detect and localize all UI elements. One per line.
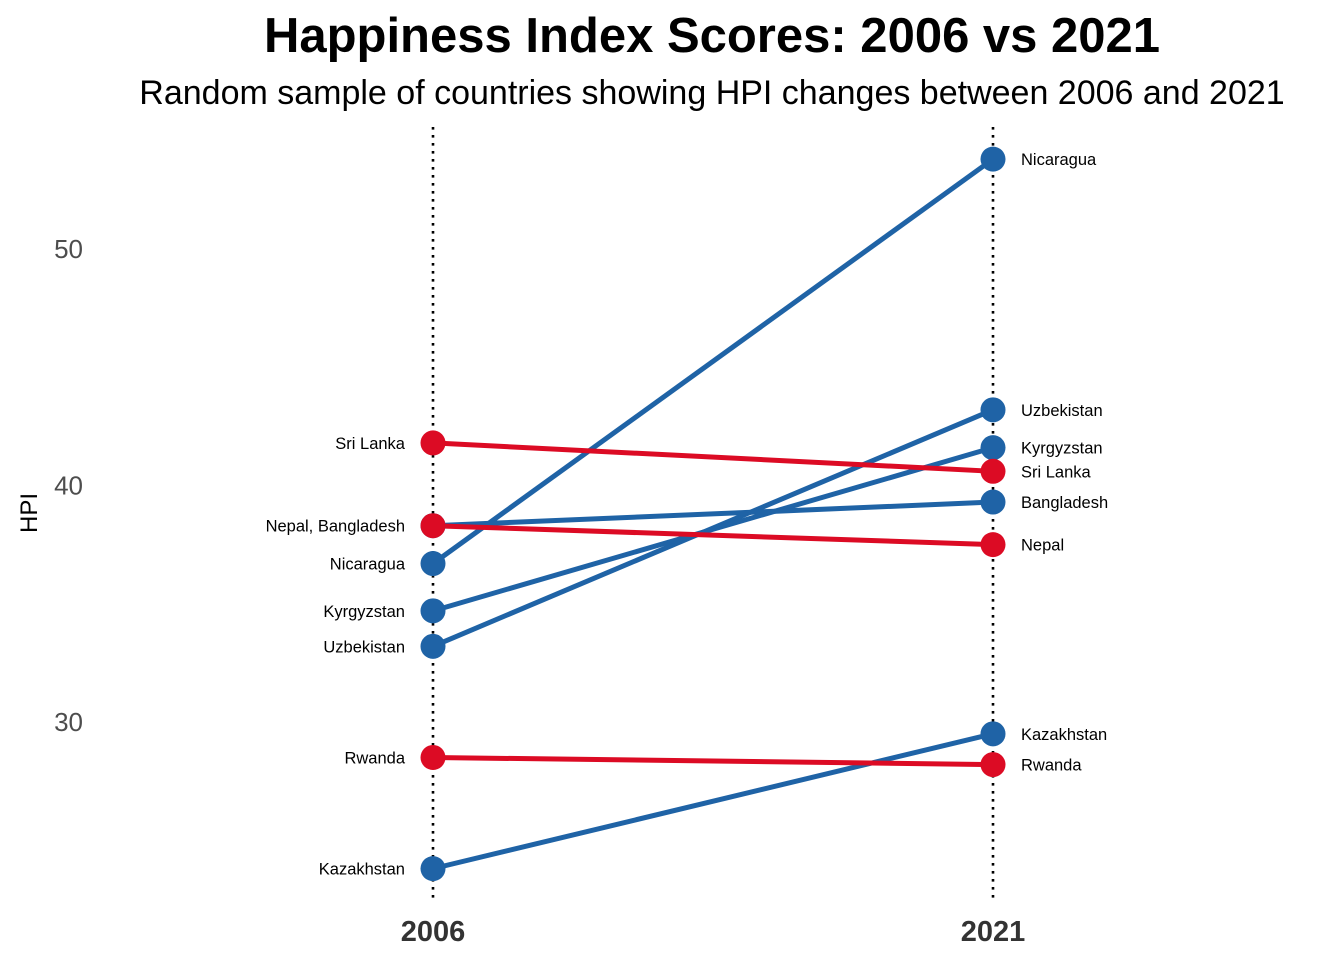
y-tick-30: 30 <box>54 707 83 737</box>
point-rwanda-2021 <box>980 752 1006 778</box>
point-uzbekistan-2021 <box>980 397 1006 423</box>
point-kyrgyzstan-2021 <box>980 435 1006 461</box>
right-label-bangladesh: Bangladesh <box>1021 494 1108 512</box>
point-rwanda-2006 <box>420 744 446 770</box>
y-axis-label: HPI <box>16 493 43 533</box>
chart-title: Happiness Index Scores: 2006 vs 2021 <box>263 9 1161 63</box>
point-nepal-2006 <box>420 513 446 539</box>
y-tick-50: 50 <box>54 234 83 264</box>
y-tick-40: 40 <box>54 471 83 501</box>
point-nicaragua-2021 <box>980 146 1006 172</box>
line-sri-lanka <box>432 440 994 474</box>
line-nicaragua <box>431 157 995 566</box>
left-label-nicaragua: Nicaragua <box>330 556 406 574</box>
point-nepal-2021 <box>980 532 1006 558</box>
right-label-nepal: Nepal <box>1021 537 1064 555</box>
line-nepal <box>432 523 994 548</box>
point-sri-lanka-2006 <box>420 430 446 456</box>
line-kazakhstan <box>432 731 994 872</box>
point-uzbekistan-2006 <box>420 633 446 659</box>
x-tick-2021: 2021 <box>961 916 1026 948</box>
point-labels: Sri Lanka Nepal, Bangladesh Nicaragua Kyrgy… <box>266 151 1109 879</box>
point-sri-lanka-2021 <box>980 458 1006 484</box>
right-label-rwanda: Rwanda <box>1021 757 1082 775</box>
series-points <box>420 146 1006 882</box>
right-label-nicaragua: Nicaragua <box>1021 151 1097 169</box>
left-label-rwanda: Rwanda <box>344 749 405 767</box>
line-kyrgyzstan <box>432 445 994 614</box>
x-tick-2006: 2006 <box>401 916 466 948</box>
left-label-uzbekistan: Uzbekistan <box>323 638 405 656</box>
point-kazakhstan-2021 <box>980 721 1006 747</box>
point-kazakhstan-2006 <box>420 856 446 882</box>
line-rwanda <box>432 754 994 768</box>
left-label-kazakhstan: Kazakhstan <box>319 861 405 879</box>
left-label-nepal-bangladesh: Nepal, Bangladesh <box>266 518 405 536</box>
right-label-kyrgyzstan: Kyrgyzstan <box>1021 440 1103 458</box>
y-axis-ticks: 30 40 50 <box>54 234 83 737</box>
x-axis-ticks: 2006 2021 <box>401 916 1026 948</box>
left-label-kyrgyzstan: Kyrgyzstan <box>323 603 405 621</box>
point-kyrgyzstan-2006 <box>420 598 446 624</box>
chart-subtitle: Random sample of countries showing HPI c… <box>139 74 1285 112</box>
point-bangladesh-2021 <box>980 489 1006 515</box>
line-bangladesh <box>432 499 994 529</box>
right-label-sri-lanka: Sri Lanka <box>1021 463 1092 481</box>
right-label-kazakhstan: Kazakhstan <box>1021 726 1107 744</box>
left-label-sri-lanka: Sri Lanka <box>335 435 406 453</box>
point-nicaragua-2006 <box>420 551 446 577</box>
right-label-uzbekistan: Uzbekistan <box>1021 402 1103 420</box>
series-lines <box>431 157 995 872</box>
